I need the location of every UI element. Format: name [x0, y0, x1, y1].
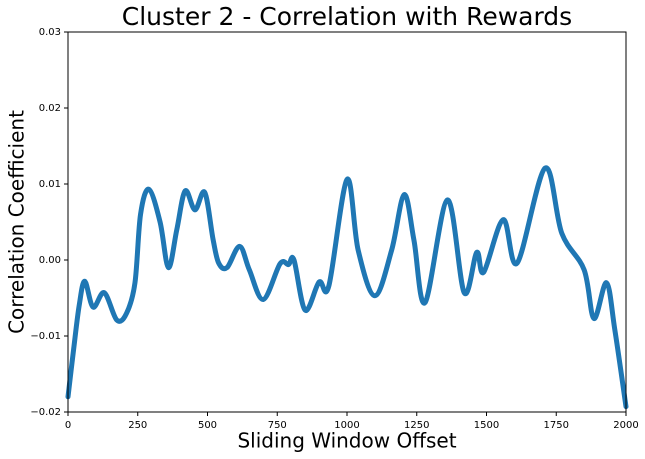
x-tick-label: 1500 — [474, 420, 499, 431]
y-tick-label: −0.02 — [30, 407, 61, 418]
x-tick-label: 1000 — [334, 420, 359, 431]
x-tick-label: 1750 — [544, 420, 569, 431]
x-tick-label: 500 — [198, 420, 217, 431]
x-axis-label: Sliding Window Offset — [237, 429, 456, 453]
chart-title: Cluster 2 - Correlation with Rewards — [122, 2, 572, 31]
y-tick-label: 0.02 — [39, 103, 61, 114]
y-tick-label: 0.01 — [39, 179, 61, 190]
x-tick-label: 2000 — [613, 420, 638, 431]
y-tick-label: 0.00 — [39, 255, 61, 266]
x-tick-label: 750 — [268, 420, 287, 431]
data-line — [65, 165, 629, 410]
x-tick-label: 1250 — [404, 420, 429, 431]
x-tick-label: 250 — [128, 420, 147, 431]
x-tick-label: 0 — [65, 420, 71, 431]
y-axis-label: Correlation Coefficient — [5, 110, 29, 334]
y-tick-label: 0.03 — [39, 27, 61, 38]
plot-frame — [67, 31, 627, 413]
y-tick-label: −0.01 — [30, 331, 61, 342]
